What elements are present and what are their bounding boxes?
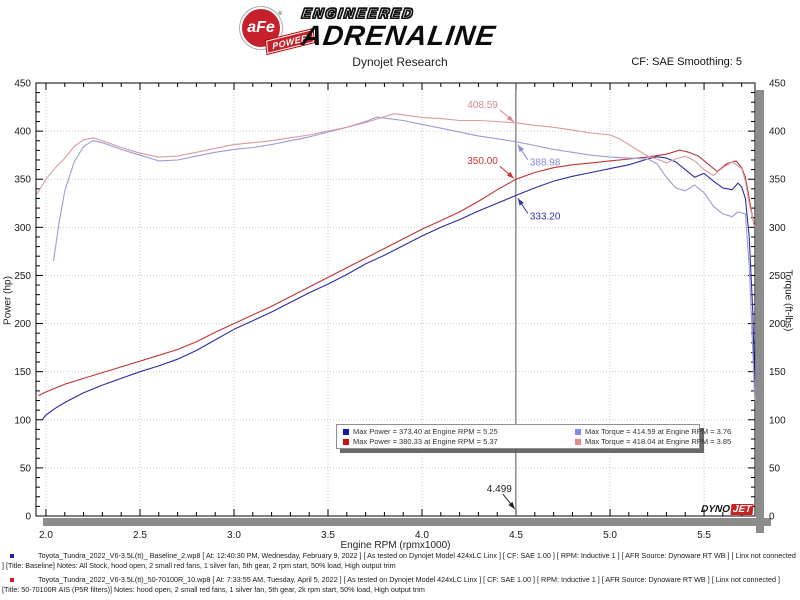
tick-label: 50 (769, 463, 781, 474)
afe-power-logo-icon: aFe ® POWER (240, 7, 314, 54)
run1-bullet-icon (10, 554, 14, 558)
legend-label: Max Power = 380.33 at Engine RPM = 5.37 (353, 437, 498, 446)
afe-adrenaline-logo: aFe ® POWER ENGINEERED ADRENALINE (238, 4, 558, 54)
tick-label: 450 (14, 79, 31, 90)
run2-bullet-icon (10, 578, 14, 582)
plot-shadow-bottom (43, 518, 771, 526)
curve-torque-baseline (52, 116, 756, 401)
tick-label: 408.59 (467, 100, 498, 111)
tick-label: 400 (769, 127, 786, 138)
curve-power-baseline (41, 156, 756, 421)
tick-label: 150 (14, 367, 31, 378)
tick-label: 4.499 (487, 484, 512, 495)
tick-label: 100 (769, 415, 786, 426)
tick-label: 350 (14, 175, 31, 186)
run1-description: Toyota_Tundra_2022_V6-3.5L(tt)_ Baseline… (2, 551, 796, 570)
tick-label: 100 (14, 415, 31, 426)
tick-label: 333.20 (530, 211, 561, 222)
smoothing-setting: CF: SAE Smoothing: 5 (631, 56, 742, 68)
tick-label: 450 (769, 79, 786, 90)
legend-label: Max Torque = 418.04 at Engine RPM = 3.85 (585, 437, 732, 446)
curve-power-50-70100r (38, 149, 756, 397)
tick-label: 2.5 (133, 530, 147, 541)
run2-description: Toyota_Tundra_2022_V6-3.5L(tt)_50-70100R… (2, 575, 781, 594)
dynojet-logo-jet: JET (730, 504, 754, 515)
tick-label: 250 (769, 271, 786, 282)
afe-circle-text: aFe (247, 19, 275, 36)
tick-label: 0 (769, 512, 775, 523)
annotation-arrowhead (508, 501, 515, 509)
tick-label: 2.0 (39, 530, 53, 541)
tick-label: 200 (14, 319, 31, 330)
tick-label: 4.0 (415, 530, 429, 541)
chart-title: Dynojet Research (352, 55, 448, 69)
annotation-arrowhead (506, 171, 514, 179)
registered-mark: ® (278, 11, 282, 17)
tick-label: 400 (14, 127, 31, 138)
x-axis-label: Engine RPM (rpmx1000) (340, 540, 451, 551)
tick-label: 250 (14, 271, 31, 282)
legend-item-max-torque-baseline: Max Torque = 414.59 at Engine RPM = 3.76 (575, 427, 731, 436)
tick-label: 4.5 (509, 530, 523, 541)
tick-label: 150 (769, 367, 786, 378)
legend-swatch-power-mod (343, 438, 349, 445)
annotation-arrowhead (506, 115, 514, 122)
legend-box: Max Power = 373.40 at Engine RPM = 5.25 … (336, 424, 731, 449)
tick-label: 5.5 (697, 530, 711, 541)
tick-label: 200 (769, 319, 786, 330)
dynojet-logo: DYNO JET (700, 504, 754, 515)
tick-label: 3.0 (227, 530, 241, 541)
tick-label: 300 (769, 223, 786, 234)
plot-shadow-right (756, 90, 764, 533)
legend-swatch-power-baseline (343, 428, 349, 435)
tick-label: 388.98 (530, 158, 561, 169)
y-axis-label-torque: Torque (ft-lbs) (782, 269, 794, 332)
tick-label: 50 (20, 463, 32, 474)
legend-label: Max Power = 373.40 at Engine RPM = 5.25 (353, 427, 498, 436)
annotation-arrowhead (517, 198, 524, 206)
tick-label: 300 (14, 223, 31, 234)
plot-border (35, 82, 756, 517)
tick-label: 5.0 (603, 530, 617, 541)
legend-label: Max Torque = 414.59 at Engine RPM = 3.76 (585, 427, 732, 436)
legend-item-max-power-baseline: Max Power = 373.40 at Engine RPM = 5.25 (343, 427, 575, 436)
annotation-arrowhead (517, 144, 524, 152)
legend-swatch-torque-baseline (575, 428, 581, 435)
y-axis-label-power: Power (hp) (2, 276, 14, 325)
legend-item-max-power-mod: Max Power = 380.33 at Engine RPM = 5.37 (343, 437, 575, 446)
tick-label: 350 (769, 175, 786, 186)
tick-label: 350.00 (467, 156, 498, 167)
curve-torque-50-70100r (36, 113, 756, 228)
legend-item-max-torque-mod: Max Torque = 418.04 at Engine RPM = 3.85 (575, 437, 731, 446)
dynojet-logo-dyno: DYNO (700, 504, 731, 515)
legend-swatch-torque-mod (575, 438, 581, 445)
tick-label: 0 (25, 512, 31, 523)
tick-label: 3.5 (321, 530, 335, 541)
